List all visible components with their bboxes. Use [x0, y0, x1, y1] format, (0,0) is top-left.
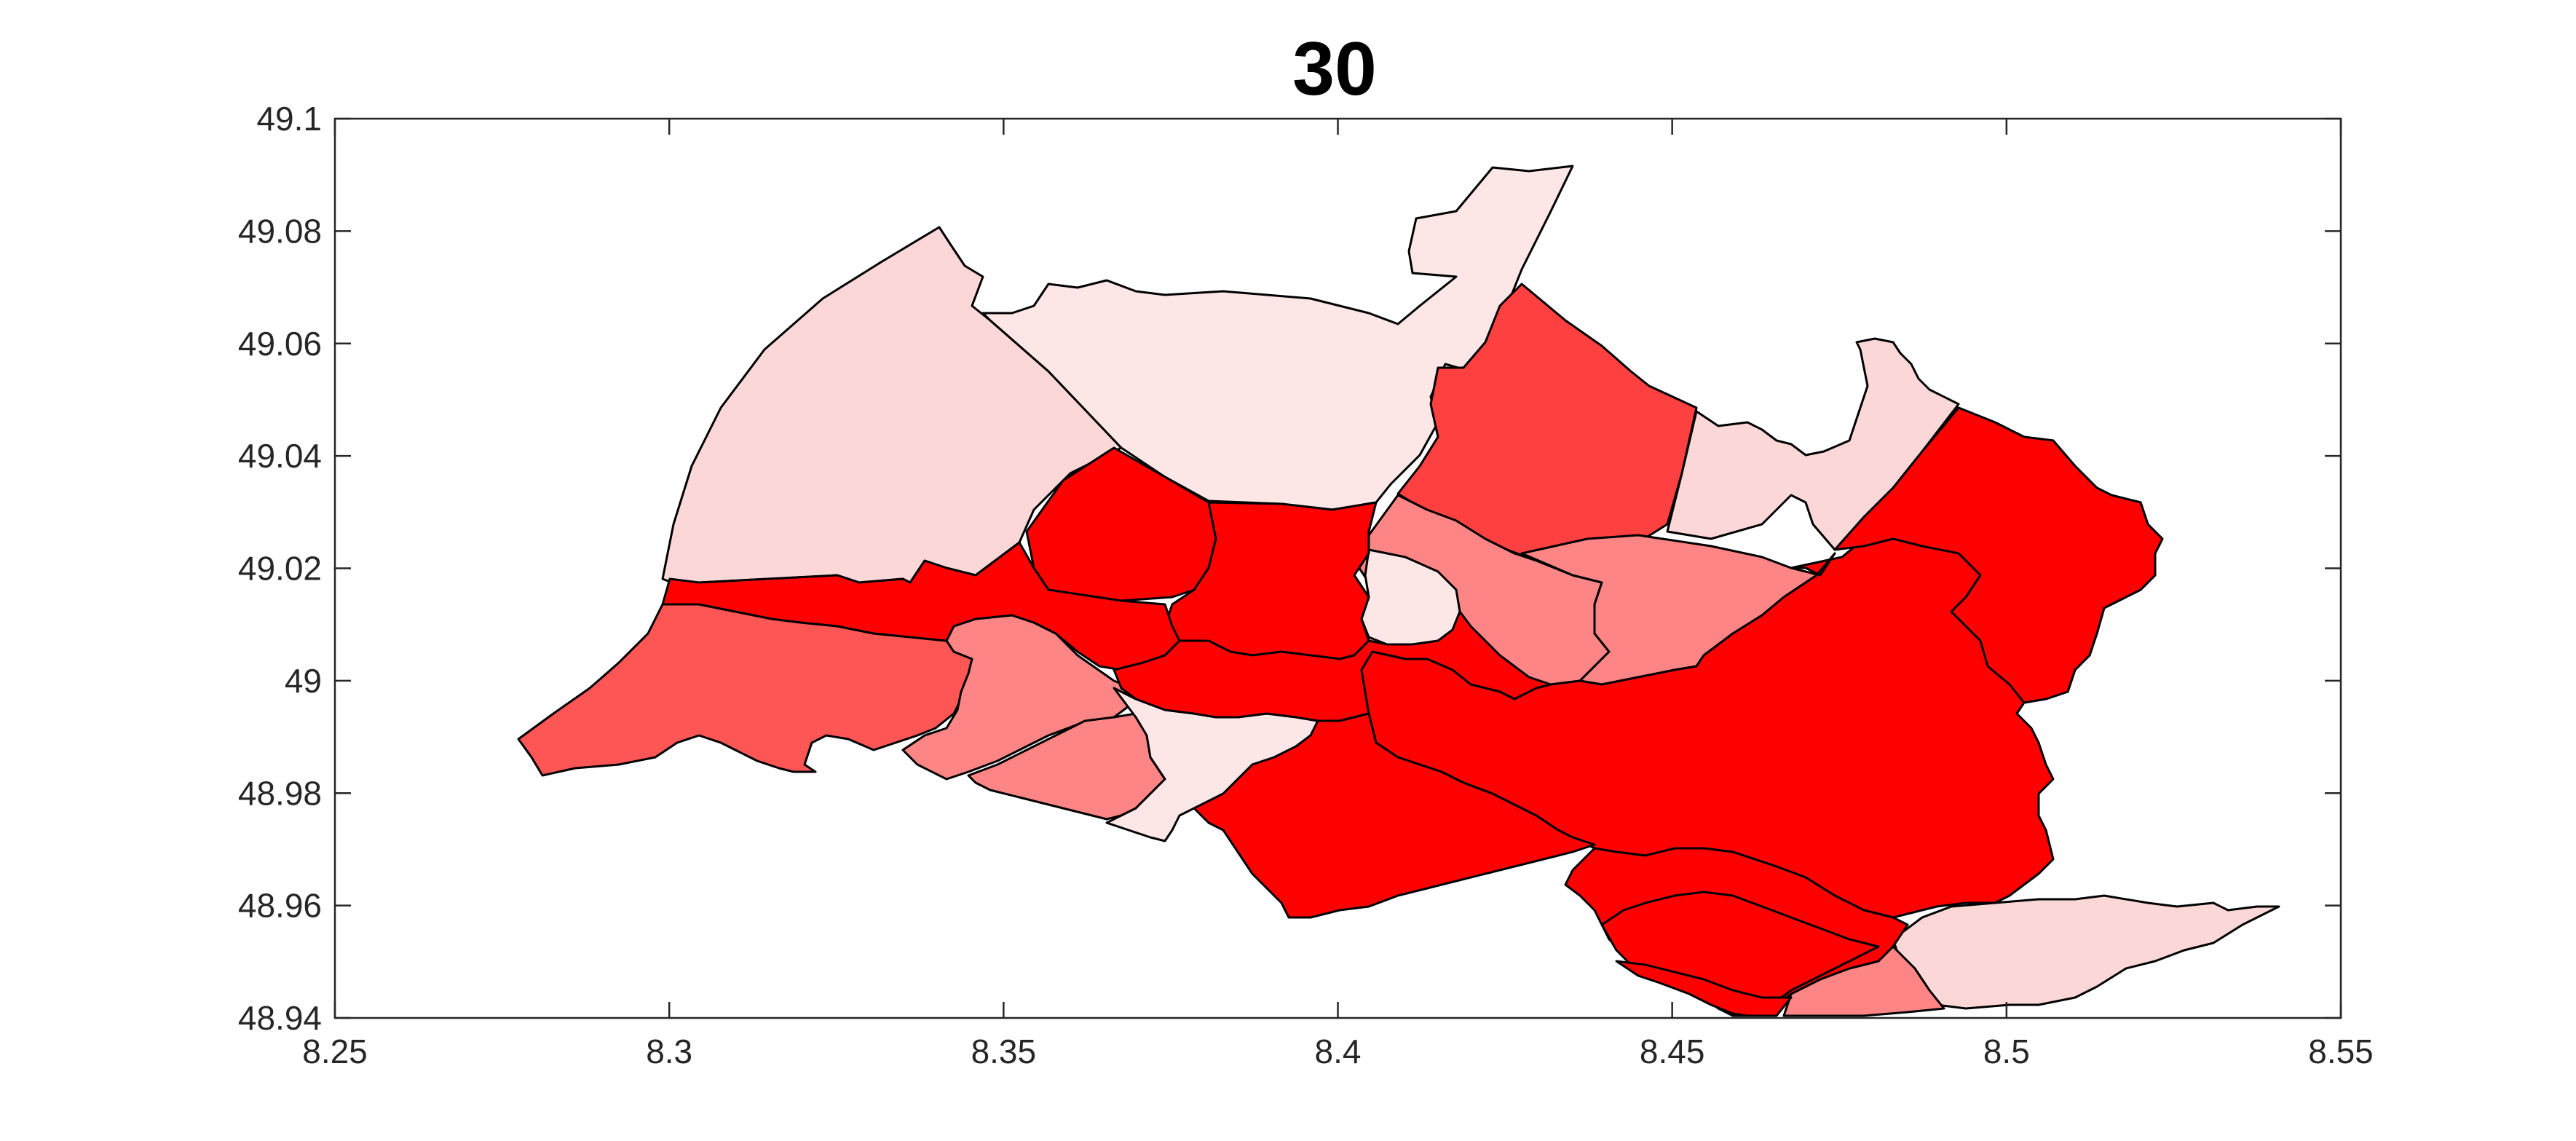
x-tick-label: 8.55 — [2308, 1033, 2374, 1070]
y-tick-label: 49 — [285, 662, 322, 700]
x-tick-label: 8.5 — [1983, 1033, 2030, 1070]
x-tick-label: 8.3 — [646, 1033, 692, 1070]
y-tick-label: 48.94 — [238, 999, 322, 1037]
y-tick-label: 49.06 — [238, 325, 322, 363]
region-south-east-light[interactable] — [1892, 894, 2280, 1010]
y-tick-label: 48.98 — [238, 774, 322, 812]
x-axis: 8.25 8.3 8.35 8.4 8.45 8.5 8.55 — [302, 119, 2374, 1070]
region-north-east[interactable] — [1666, 337, 1960, 551]
region-east-upper[interactable] — [1833, 406, 2164, 704]
x-tick-label: 8.4 — [1315, 1033, 1362, 1070]
x-tick-label: 8.45 — [1640, 1033, 1705, 1070]
y-tick-label: 49.02 — [238, 550, 322, 588]
y-tick-label: 49.08 — [238, 212, 322, 250]
y-tick-label: 49.1 — [256, 100, 322, 138]
x-tick-label: 8.35 — [971, 1033, 1037, 1070]
y-tick-label: 49.04 — [238, 437, 322, 475]
map-regions — [517, 165, 2280, 1017]
y-axis: 48.94 48.96 48.98 49 49.02 49.04 49.06 49.08 49.… — [238, 100, 2341, 1037]
x-tick-label: 8.25 — [302, 1033, 368, 1070]
region-south-red-4[interactable] — [1615, 960, 1793, 1017]
region-south-red-1[interactable] — [1193, 712, 1596, 919]
map-title: 30 — [1292, 27, 1377, 111]
y-tick-label: 48.96 — [238, 887, 322, 925]
region-west-south[interactable] — [901, 614, 1145, 781]
